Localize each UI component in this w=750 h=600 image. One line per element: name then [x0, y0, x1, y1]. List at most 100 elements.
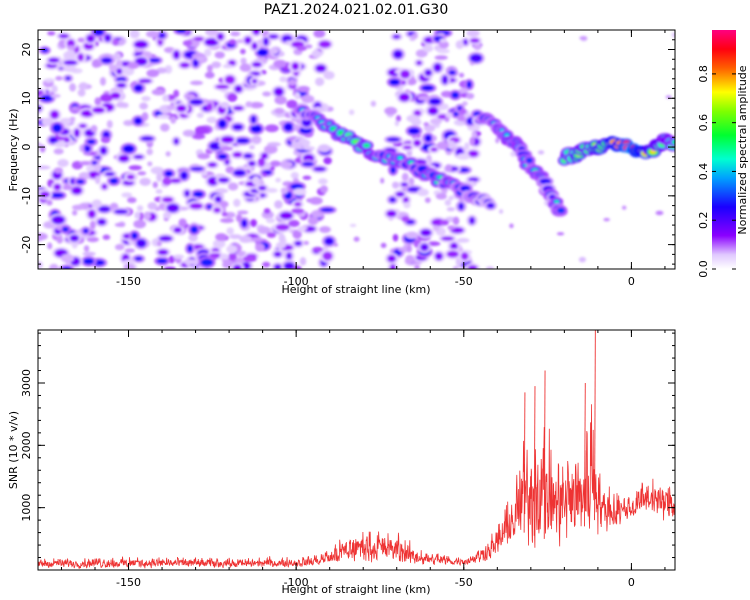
spectrogram-noise-blob — [278, 233, 286, 242]
spectrogram-noise-blob — [71, 204, 85, 211]
spectrogram-noise-blob — [318, 178, 328, 185]
spectrogram-noise-blob — [445, 112, 453, 119]
spectrogram-noise-blob — [206, 103, 213, 111]
spectrogram-noise-blob — [225, 211, 236, 218]
spectrogram-noise-blob — [47, 31, 56, 36]
spectrogram-noise-blob — [394, 120, 400, 127]
spectrogram-noise-blob — [206, 204, 212, 210]
spectrogram-noise-blob — [173, 227, 182, 233]
spectrogram-noise-blob — [252, 61, 262, 68]
spectrogram-noise-blob — [83, 258, 95, 265]
spectrogram-noise-blob — [55, 225, 63, 231]
spectrogram-noise-blob — [421, 85, 435, 91]
spectrogram-noise-blob — [101, 183, 108, 190]
spectrogram-noise-blob — [290, 183, 304, 190]
spectrogram-noise-blob — [239, 63, 252, 72]
spectrogram-noise-blob — [138, 78, 152, 84]
spectrogram-noise-blob — [215, 84, 229, 90]
spectrogram-noise-blob — [273, 87, 284, 97]
spectrogram-noise-blob — [424, 134, 432, 143]
spectrogram-noise-blob — [116, 101, 126, 108]
spectrogram-noise-blob — [184, 190, 190, 197]
spectrogram-noise-blob — [61, 266, 72, 269]
spectrogram-noise-blob — [190, 166, 204, 171]
snr-peak-spike — [533, 386, 536, 536]
spectrogram-noise-blob — [291, 208, 304, 214]
spectrogram-noise-blob — [275, 223, 290, 231]
spectrogram-noise-blob — [239, 235, 253, 243]
spectrogram-noise-blob — [313, 30, 326, 38]
spectrogram-noise-blob — [233, 169, 246, 177]
spectrogram-noise-blob — [131, 232, 138, 240]
spectrogram-noise-blob — [152, 181, 158, 189]
spectrogram-noise-blob — [579, 36, 588, 40]
spectrogram-noise-blob — [114, 244, 125, 251]
spectrogram-ridge-2-blob — [557, 207, 566, 214]
spectrogram-noise-blob — [323, 157, 332, 165]
spectrogram-noise-blob — [127, 197, 137, 204]
spectrogram-noise-blob — [302, 161, 315, 167]
spectrogram-noise-blob — [411, 33, 418, 39]
spectrogram-noise-blob — [267, 142, 282, 147]
spectrogram-noise-blob — [429, 118, 442, 125]
spectrogram-y-tick-label: 0 — [20, 144, 33, 151]
spectrogram-noise-blob — [436, 141, 449, 150]
spectrogram-noise-blob — [180, 171, 188, 180]
spectrogram-noise-blob — [292, 124, 301, 130]
spectrogram-noise-blob — [134, 211, 141, 220]
spectrogram-noise-blob — [128, 165, 142, 171]
spectrogram-noise-blob — [294, 91, 301, 100]
spectrogram-noise-blob — [65, 76, 71, 81]
spectrogram-noise-blob — [127, 62, 139, 70]
spectrogram-noise-blob — [114, 222, 126, 227]
spectrogram-noise-blob — [269, 47, 279, 55]
spectrogram-noise-blob — [269, 166, 275, 171]
spectrogram-noise-blob — [307, 216, 319, 225]
spectrogram-noise-blob — [380, 177, 385, 184]
spectrogram-noise-blob — [200, 258, 214, 267]
spectrogram-noise-blob — [139, 177, 151, 186]
spectrogram-noise-blob — [403, 196, 409, 204]
spectrogram-noise-blob — [263, 208, 271, 214]
spectrogram-noise-blob — [51, 85, 58, 93]
spectrogram-noise-blob — [266, 217, 276, 224]
spectrogram-noise-blob — [509, 223, 514, 229]
spectrogram-noise-blob — [133, 84, 144, 92]
colorbar-tick-label: 0.0 — [697, 260, 710, 278]
spectrogram-noise-blob — [150, 166, 165, 175]
spectrogram-noise-blob — [214, 195, 222, 203]
spectrogram-noise-blob — [249, 101, 264, 109]
spectrogram-noise-blob — [83, 245, 90, 252]
spectrogram-noise-blob — [441, 75, 449, 85]
spectrogram-noise-blob — [197, 153, 211, 160]
spectrogram-noise-blob — [458, 202, 465, 211]
spectrogram-noise-blob — [273, 251, 282, 258]
spectrogram-noise-blob — [93, 30, 105, 36]
spectrogram-noise-blob — [66, 39, 75, 48]
spectrogram-ridge-2-blob — [525, 157, 533, 164]
spectrogram-noise-blob — [226, 244, 238, 254]
spectrogram-noise-blob — [273, 59, 287, 68]
spectrogram-noise-blob — [291, 141, 304, 149]
spectrogram-noise-blob — [370, 100, 377, 107]
spectrogram-noise-blob — [219, 253, 230, 260]
spectrogram-noise-blob — [116, 76, 127, 82]
spectrogram-noise-blob — [444, 199, 452, 206]
snr-plot-area — [38, 330, 675, 570]
spectrogram-noise-blob — [86, 165, 95, 172]
spectrogram-noise-blob — [218, 119, 227, 129]
colorbar-tick-label: 0.6 — [697, 114, 710, 131]
spectrogram-noise-blob — [156, 173, 163, 182]
spectrogram-noise-blob — [194, 125, 209, 135]
spectrogram-noise-blob — [386, 210, 397, 218]
spectrogram-noise-blob — [245, 101, 253, 108]
spectrogram-noise-blob — [312, 246, 324, 253]
spectrogram-noise-blob — [141, 96, 151, 102]
spectrogram-noise-blob — [227, 93, 238, 102]
spectrogram-noise-blob — [297, 85, 310, 93]
spectrogram-noise-blob — [162, 177, 172, 186]
spectrogram-noise-blob — [69, 83, 77, 92]
spectrogram-noise-blob — [266, 232, 277, 238]
spectrogram-noise-blob — [100, 93, 113, 103]
spectrogram-noise-blob — [446, 207, 456, 212]
